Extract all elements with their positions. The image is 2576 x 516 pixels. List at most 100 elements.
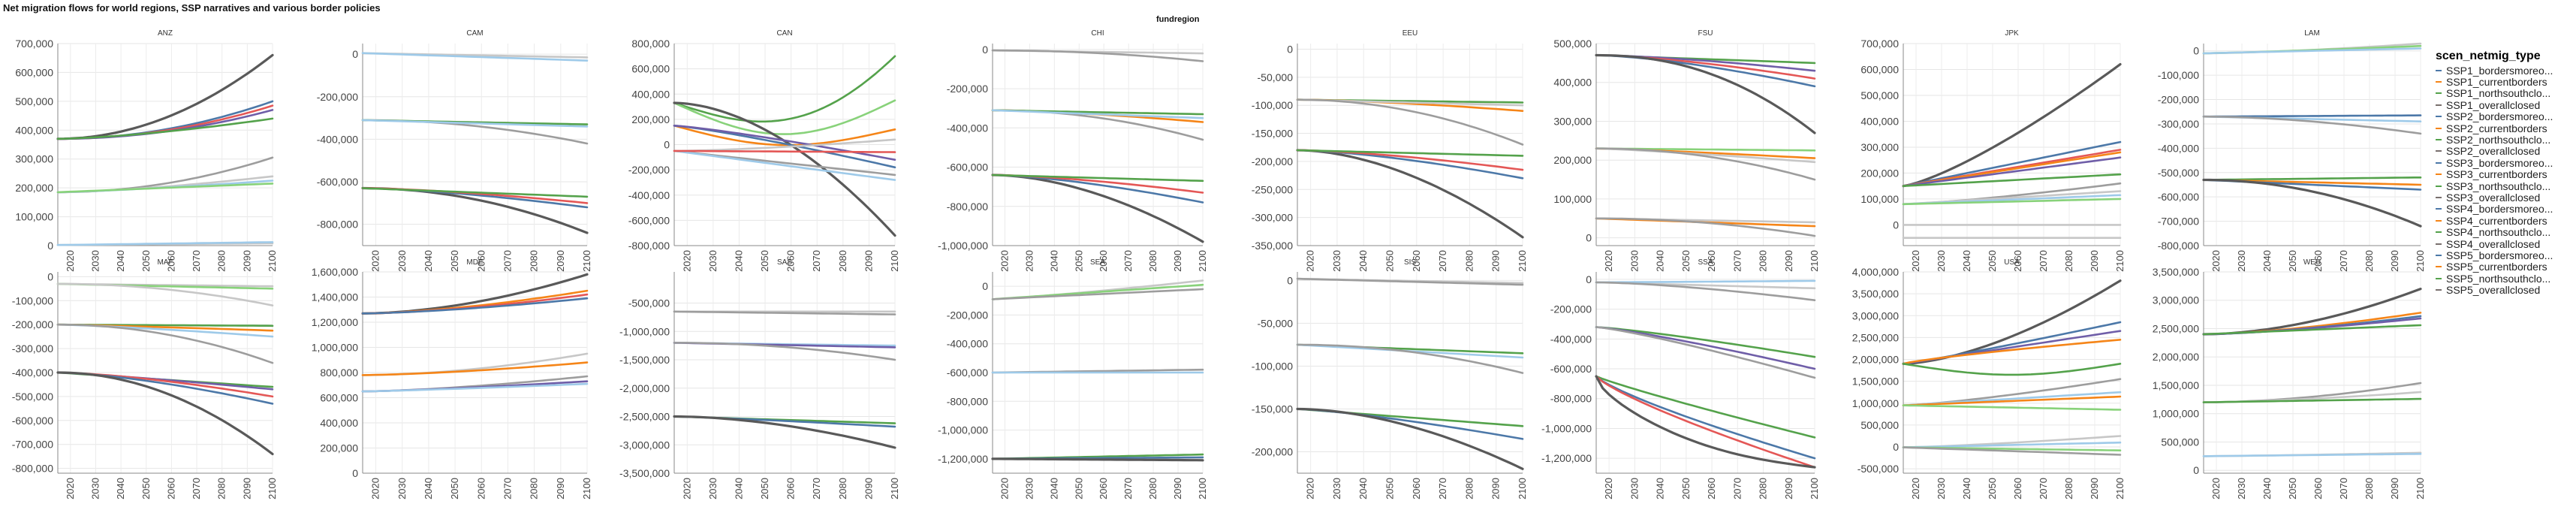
x-tick-label: 2040: [1655, 478, 1666, 499]
legend-title: scen_netmig_type: [2436, 50, 2541, 62]
y-tick-label: 500,000: [2161, 436, 2199, 448]
legend-swatch: [2436, 254, 2442, 256]
legend-swatch: [2436, 174, 2442, 176]
legend-swatch: [2436, 127, 2442, 129]
x-tick-label: 2080: [2364, 250, 2375, 272]
series-line: [1595, 326, 1816, 358]
y-tick-label: -800,000: [947, 201, 988, 213]
panel-title: EEU: [1402, 29, 1418, 38]
panel-title: LAM: [2304, 29, 2320, 38]
series-line: [673, 101, 896, 237]
legend-label: SSP4_northsouthclo...: [2446, 226, 2551, 239]
panel-jpk: JPK 700,000 600,000 500,000 400,000 300,000 20…: [1860, 29, 2126, 272]
series-line: [56, 371, 274, 405]
x-tick-label: 2090: [1490, 478, 1502, 499]
x-tick-label: 2040: [115, 250, 126, 272]
x-tick-label: 2100: [267, 478, 278, 499]
y-tick-label: 0: [982, 44, 988, 56]
x-tick-label: 2030: [1331, 250, 1342, 272]
panel-sea: SEA 0 -200,000 -400,000 -600,000 -800,000 -1,0…: [938, 258, 1208, 499]
y-tick-label: -400,000: [1550, 333, 1592, 345]
legend-label: SSP5_currentborders: [2446, 261, 2547, 273]
panel-title: SIS: [1404, 258, 1416, 267]
x-tick-label: 2100: [267, 250, 278, 272]
panel-lam: LAM 0 -100,000 -200,000 -300,000 -400,000 -500…: [2158, 29, 2426, 272]
y-tick-label: 0: [982, 280, 988, 292]
series-line: [1902, 441, 2122, 448]
legend-item: SSP1_currentborders: [2436, 76, 2553, 88]
legend-label: SSP4_currentborders: [2446, 214, 2547, 227]
y-tick-label: -500,000: [628, 297, 670, 309]
series-line: [991, 49, 1204, 62]
y-tick-label: 400,000: [631, 88, 670, 100]
legend-label: SSP5_overallclosed: [2446, 284, 2541, 297]
y-tick-label: -800,000: [1550, 393, 1592, 405]
legend-label: SSP2_bordersmoreo...: [2446, 110, 2553, 123]
x-tick-label: 2090: [2089, 478, 2100, 499]
series-line: [1595, 53, 1816, 134]
panel-cam: CAM 0 -200,000 -400,000 -600,000 -800,000 2020…: [317, 29, 592, 272]
x-tick-label: 2040: [1048, 250, 1059, 272]
x-tick-label: 2050: [2287, 478, 2298, 499]
y-tick-label: 0: [664, 139, 670, 151]
y-tick-label: -600,000: [628, 214, 670, 226]
x-tick-label: 2040: [423, 250, 434, 272]
y-tick-label: -2,000,000: [619, 382, 670, 394]
y-tick-label: -3,500,000: [619, 467, 670, 479]
x-tick-label: 2020: [1603, 250, 1614, 272]
x-tick-label: 2080: [2063, 478, 2074, 499]
legend-item: SSP2_overallclosed: [2436, 145, 2553, 157]
series-line: [1296, 343, 1524, 374]
y-tick-label: 0: [352, 48, 358, 60]
y-tick-label: -500,000: [12, 391, 53, 403]
y-tick-label: 1,500,000: [1852, 376, 1899, 388]
series-line: [1296, 98, 1524, 146]
x-tick-label: 2030: [1023, 250, 1035, 272]
y-tick-label: -200,000: [1550, 303, 1592, 315]
series-line: [991, 457, 1204, 462]
x-tick-label: 2030: [1628, 250, 1640, 272]
x-tick-label: 2020: [2210, 478, 2222, 499]
legend-label: SSP2_currentborders: [2446, 122, 2547, 134]
x-tick-label: 2050: [1073, 250, 1084, 272]
y-tick-label: 500,000: [1860, 89, 1899, 101]
legend-label: SSP4_overallclosed: [2446, 237, 2541, 250]
x-tick-label: 2040: [115, 478, 126, 499]
legend-item: SSP1_bordersmoreo...: [2436, 65, 2553, 77]
legend-item: SSP4_currentborders: [2436, 214, 2553, 227]
x-tick-label: 2050: [759, 478, 770, 499]
panel-can: CAN 800,000 600,000 400,000 200,000 0 -200,000…: [628, 29, 900, 272]
x-tick-label: 2080: [837, 250, 848, 272]
y-tick-label: 2,000,000: [2153, 351, 2199, 363]
panel-title: WEU: [2303, 258, 2321, 267]
y-tick-label: -1,000,000: [938, 240, 988, 252]
legend-swatch: [2436, 116, 2442, 118]
legend-label: SSP3_bordersmoreo...: [2446, 156, 2553, 169]
x-tick-label: 2060: [1098, 478, 1109, 499]
x-tick-label: 2060: [2012, 250, 2023, 272]
y-tick-label: -250,000: [1252, 183, 1293, 195]
y-tick-label: -1,200,000: [938, 453, 988, 465]
y-tick-label: 3,000,000: [2153, 294, 2199, 306]
series-line: [56, 53, 274, 140]
x-tick-label: 2030: [2236, 250, 2247, 272]
x-tick-label: 2030: [1331, 478, 1342, 499]
series-line: [673, 125, 896, 161]
legend-swatch: [2436, 196, 2442, 198]
y-tick-label: 600,000: [631, 63, 670, 75]
y-tick-label: 2,500,000: [2153, 322, 2199, 334]
y-tick-label: -1,500,000: [619, 354, 670, 366]
x-tick-label: 2100: [889, 250, 900, 272]
x-tick-label: 2100: [1517, 250, 1528, 272]
y-tick-label: 0: [1287, 274, 1293, 286]
legend-item: SSP3_overallclosed: [2436, 192, 2553, 204]
y-tick-label: 300,000: [1553, 115, 1592, 127]
y-tick-label: -400,000: [628, 189, 670, 201]
y-tick-label: 2,000,000: [1852, 354, 1899, 366]
y-tick-label: -200,000: [947, 83, 988, 95]
series-line: [2202, 324, 2422, 336]
series-line: [1902, 338, 2122, 365]
x-tick-label: 2100: [1809, 478, 1820, 499]
legend-label: SSP1_overallclosed: [2446, 98, 2541, 111]
panel-title: USA: [2004, 258, 2020, 267]
